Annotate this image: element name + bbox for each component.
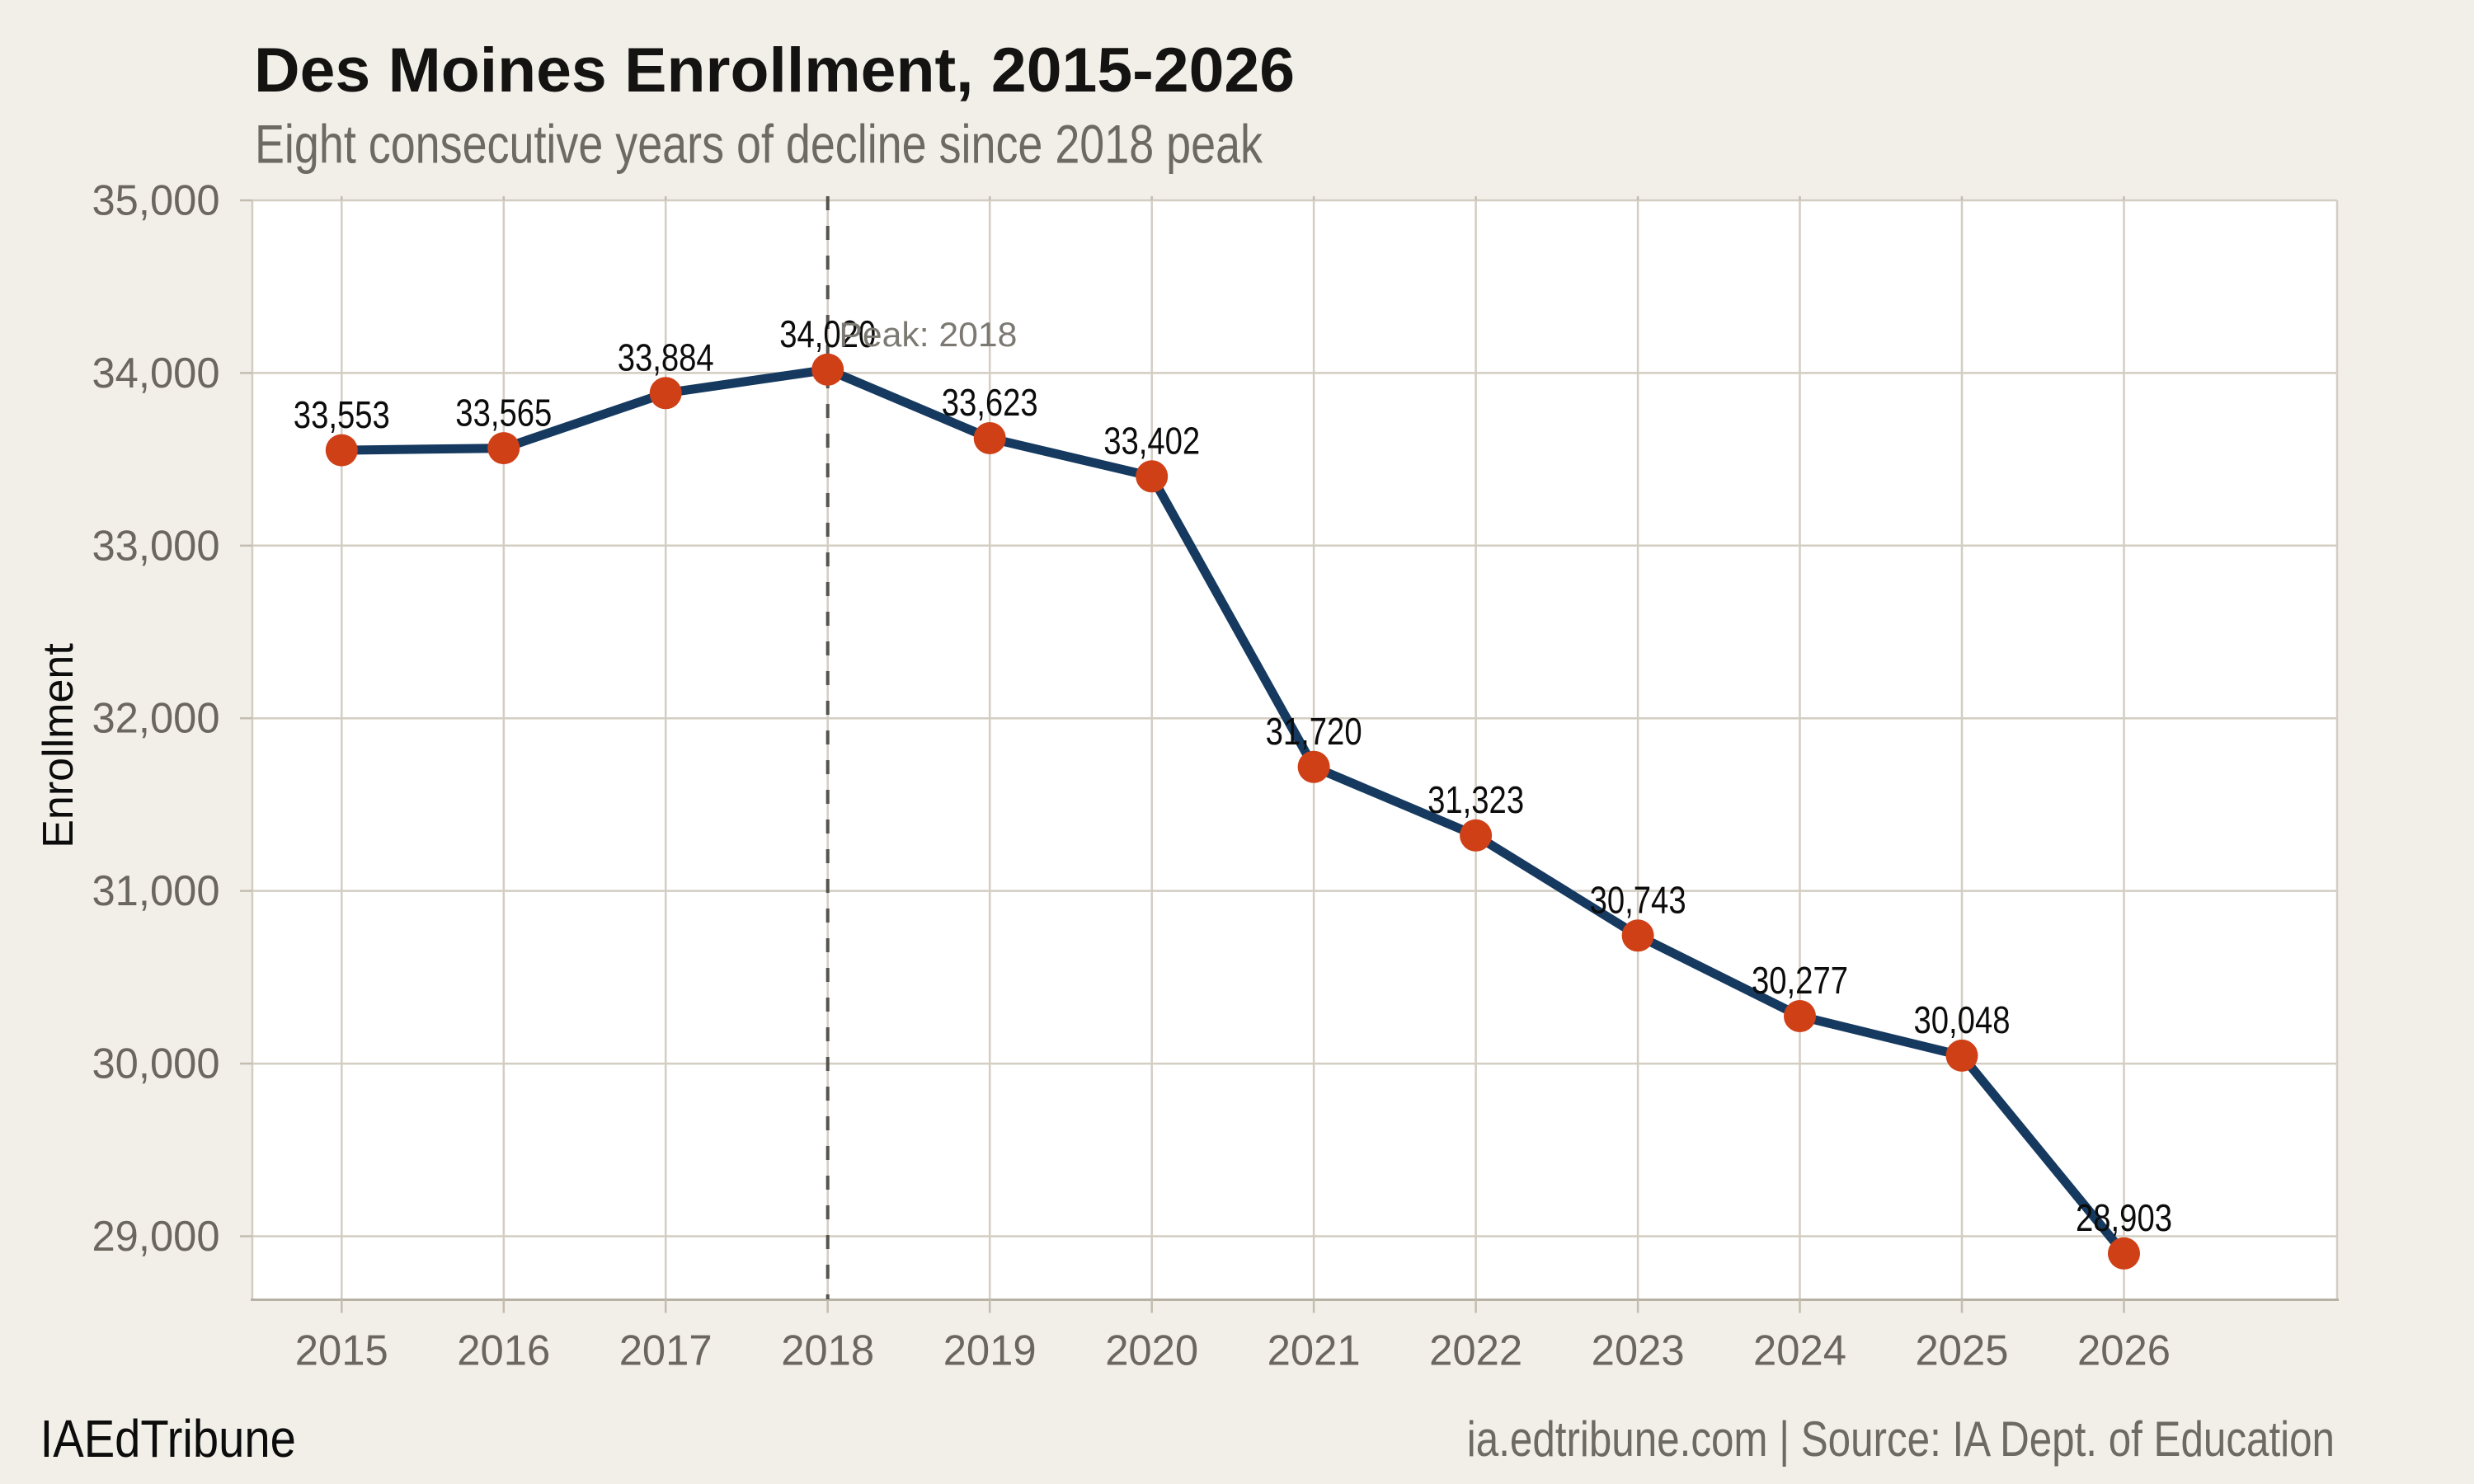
svg-text:Peak: 2018: Peak: 2018 bbox=[839, 315, 1017, 354]
svg-text:2022: 2022 bbox=[1429, 1327, 1522, 1375]
svg-text:2019: 2019 bbox=[943, 1327, 1037, 1375]
svg-text:33,623: 33,623 bbox=[942, 381, 1038, 424]
svg-text:32,000: 32,000 bbox=[92, 695, 220, 743]
svg-text:2025: 2025 bbox=[1916, 1327, 2009, 1375]
svg-text:30,743: 30,743 bbox=[1590, 879, 1686, 922]
svg-text:2016: 2016 bbox=[457, 1327, 550, 1375]
svg-text:28,903: 28,903 bbox=[2076, 1196, 2172, 1239]
svg-text:31,323: 31,323 bbox=[1427, 778, 1524, 821]
svg-text:Eight consecutive years of dec: Eight consecutive years of decline since… bbox=[255, 114, 1263, 175]
svg-text:Enrollment: Enrollment bbox=[35, 643, 82, 848]
svg-text:2015: 2015 bbox=[295, 1327, 388, 1375]
svg-text:Des Moines Enrollment, 2015-20: Des Moines Enrollment, 2015-2026 bbox=[254, 35, 1295, 106]
svg-text:33,000: 33,000 bbox=[92, 522, 220, 570]
svg-text:33,402: 33,402 bbox=[1103, 420, 1200, 463]
svg-text:ia.edtribune.com | Source: IA: ia.edtribune.com | Source: IA Dept. of E… bbox=[1467, 1411, 2335, 1467]
svg-text:29,000: 29,000 bbox=[92, 1213, 220, 1261]
svg-text:30,048: 30,048 bbox=[1914, 998, 2011, 1041]
svg-text:2021: 2021 bbox=[1268, 1327, 1361, 1375]
svg-text:2017: 2017 bbox=[619, 1327, 713, 1375]
svg-text:2026: 2026 bbox=[2077, 1327, 2171, 1375]
svg-text:33,565: 33,565 bbox=[455, 391, 552, 434]
svg-text:33,553: 33,553 bbox=[294, 393, 390, 436]
svg-text:35,000: 35,000 bbox=[92, 177, 220, 225]
svg-text:31,720: 31,720 bbox=[1266, 710, 1362, 753]
svg-text:2023: 2023 bbox=[1592, 1327, 1685, 1375]
svg-text:2024: 2024 bbox=[1753, 1327, 1846, 1375]
svg-text:34,020: 34,020 bbox=[779, 312, 876, 355]
svg-text:31,000: 31,000 bbox=[92, 867, 220, 915]
svg-text:2020: 2020 bbox=[1105, 1327, 1198, 1375]
svg-text:34,000: 34,000 bbox=[92, 350, 220, 397]
svg-text:30,000: 30,000 bbox=[92, 1040, 220, 1088]
svg-text:IAEdTribune: IAEdTribune bbox=[40, 1409, 296, 1468]
svg-text:33,884: 33,884 bbox=[618, 336, 714, 379]
svg-text:30,277: 30,277 bbox=[1752, 959, 1848, 1002]
svg-text:2018: 2018 bbox=[781, 1327, 874, 1375]
